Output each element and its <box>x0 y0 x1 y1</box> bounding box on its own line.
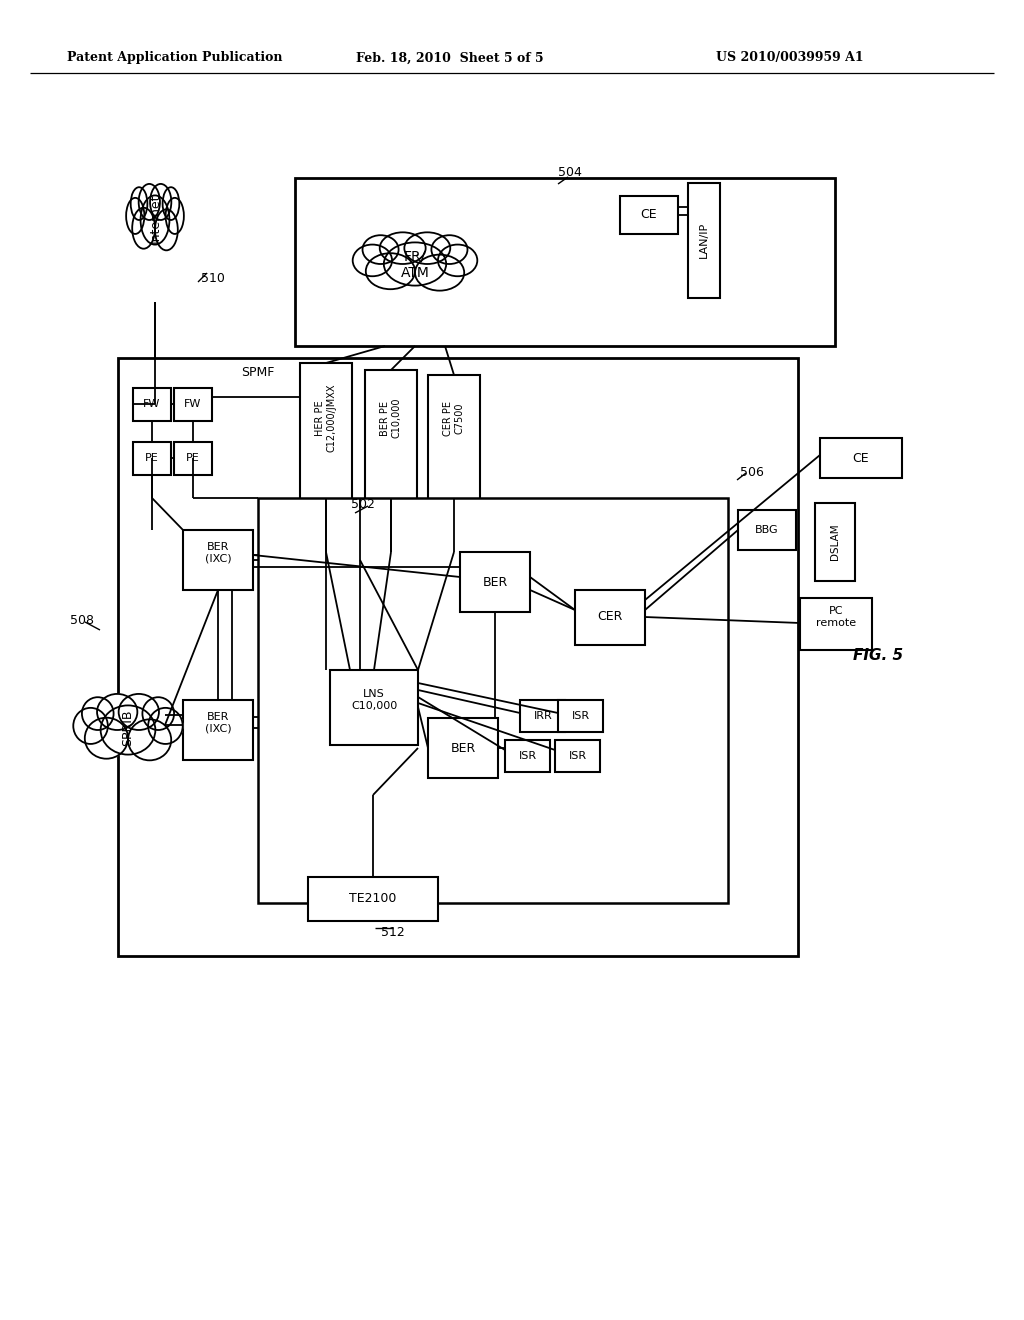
Ellipse shape <box>163 187 179 220</box>
Text: Internet: Internet <box>148 193 162 243</box>
Bar <box>174 388 212 421</box>
Ellipse shape <box>431 235 468 264</box>
Text: 502: 502 <box>351 499 375 511</box>
Text: 504: 504 <box>558 166 582 180</box>
Text: FIG. 5: FIG. 5 <box>853 648 903 663</box>
Text: BBG: BBG <box>755 525 779 535</box>
Bar <box>558 700 603 733</box>
Bar <box>520 700 565 733</box>
Bar <box>620 195 678 234</box>
Ellipse shape <box>126 198 144 234</box>
Text: ATM: ATM <box>400 267 429 280</box>
Ellipse shape <box>82 697 114 730</box>
Text: PE: PE <box>186 453 200 463</box>
Text: BER
(IXC): BER (IXC) <box>205 713 231 734</box>
Text: TE2100: TE2100 <box>349 892 396 906</box>
Bar <box>365 370 417 508</box>
Bar <box>815 503 855 581</box>
Ellipse shape <box>140 195 169 244</box>
Ellipse shape <box>404 232 451 264</box>
Bar <box>258 498 728 903</box>
Ellipse shape <box>142 697 174 730</box>
Text: SPRIB: SPRIB <box>122 710 134 746</box>
Bar <box>300 363 352 511</box>
Text: FW: FW <box>184 399 202 409</box>
Text: ISR: ISR <box>569 751 587 762</box>
Text: SPMF: SPMF <box>242 367 274 380</box>
Text: LAN/IP: LAN/IP <box>699 222 709 259</box>
Ellipse shape <box>438 244 477 276</box>
Ellipse shape <box>362 235 398 264</box>
Text: 512: 512 <box>381 925 404 939</box>
Ellipse shape <box>100 705 156 755</box>
Ellipse shape <box>74 708 108 744</box>
Ellipse shape <box>131 187 147 220</box>
Bar <box>133 388 171 421</box>
Bar <box>183 531 253 590</box>
Text: HER PE
C12,000/JMXX: HER PE C12,000/JMXX <box>315 384 337 453</box>
Bar <box>800 598 872 649</box>
Ellipse shape <box>97 694 137 730</box>
Bar <box>118 358 798 956</box>
Ellipse shape <box>166 198 184 234</box>
Text: ISR: ISR <box>519 751 537 762</box>
Text: 506: 506 <box>740 466 764 479</box>
Bar <box>460 552 530 612</box>
Ellipse shape <box>132 207 155 248</box>
Text: Patent Application Publication: Patent Application Publication <box>68 51 283 65</box>
Text: LNS
C10,000: LNS C10,000 <box>351 689 397 710</box>
Bar <box>174 442 212 475</box>
Text: FW: FW <box>143 399 161 409</box>
Text: FR/: FR/ <box>403 249 426 264</box>
Text: 508: 508 <box>70 614 94 627</box>
Text: BER PE
C10,000: BER PE C10,000 <box>380 397 401 438</box>
Ellipse shape <box>148 708 182 744</box>
Ellipse shape <box>366 253 415 289</box>
Bar <box>308 876 438 921</box>
Ellipse shape <box>380 232 426 264</box>
Text: 510: 510 <box>201 272 225 285</box>
Bar <box>295 178 835 346</box>
Bar <box>183 700 253 760</box>
Ellipse shape <box>119 694 159 730</box>
Text: BER: BER <box>451 742 475 755</box>
Ellipse shape <box>155 210 178 251</box>
Bar <box>820 438 902 478</box>
Bar <box>738 510 796 550</box>
Ellipse shape <box>85 718 128 759</box>
Bar <box>555 741 600 772</box>
Bar <box>428 375 480 506</box>
Text: CE: CE <box>641 209 657 222</box>
Bar <box>330 671 418 744</box>
Ellipse shape <box>384 243 446 285</box>
Text: BER
(IXC): BER (IXC) <box>205 543 231 564</box>
Text: ISR: ISR <box>572 711 590 721</box>
Bar <box>688 183 720 298</box>
Ellipse shape <box>151 183 171 220</box>
Text: DSLAM: DSLAM <box>830 524 840 560</box>
Bar <box>428 718 498 777</box>
Text: BER: BER <box>482 576 508 589</box>
Bar <box>133 442 171 475</box>
Text: Feb. 18, 2010  Sheet 5 of 5: Feb. 18, 2010 Sheet 5 of 5 <box>356 51 544 65</box>
Bar <box>575 590 645 645</box>
Ellipse shape <box>138 183 160 220</box>
Ellipse shape <box>352 244 392 276</box>
Ellipse shape <box>415 255 464 290</box>
Text: PE: PE <box>145 453 159 463</box>
Text: CER PE
C7500: CER PE C7500 <box>443 400 465 436</box>
Text: PC
remote: PC remote <box>816 606 856 628</box>
Bar <box>505 741 550 772</box>
Text: IRR: IRR <box>534 711 552 721</box>
Text: US 2010/0039959 A1: US 2010/0039959 A1 <box>716 51 864 65</box>
Text: CER: CER <box>597 610 623 623</box>
Ellipse shape <box>128 719 171 760</box>
Text: CE: CE <box>853 451 869 465</box>
